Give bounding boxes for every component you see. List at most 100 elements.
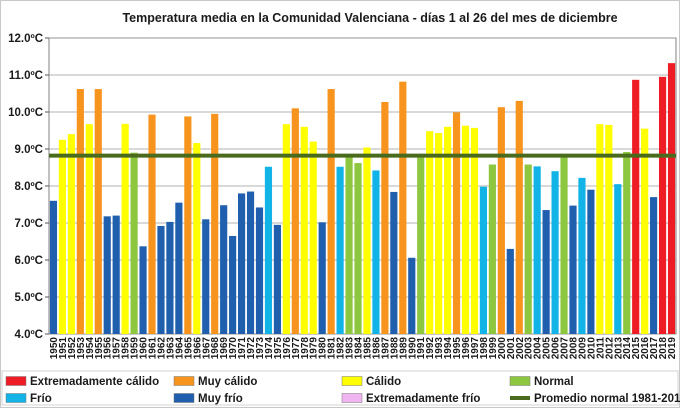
x-tick-label: 1951 (58, 337, 69, 360)
legend-label: Cálido (366, 376, 401, 388)
x-tick-label: 1986 (371, 337, 382, 360)
bar-1974 (264, 166, 273, 334)
x-tick-label: 2001 (506, 337, 517, 360)
x-tick-label: 2014 (622, 337, 633, 360)
legend-label: Muy frío (198, 393, 243, 405)
bar-1966 (193, 143, 201, 334)
bar-1962 (157, 225, 165, 334)
x-tick-label: 1979 (309, 337, 320, 360)
x-tick-label: 1975 (273, 337, 284, 360)
x-tick-label: 1965 (183, 337, 194, 360)
x-tick-label: 2004 (533, 337, 544, 360)
bar-1954 (85, 124, 93, 335)
bar-2010 (587, 189, 595, 334)
x-tick-label: 2017 (649, 337, 660, 360)
bar-2006 (551, 171, 559, 334)
bar-1961 (148, 114, 156, 334)
x-tick-label: 1991 (416, 337, 427, 360)
bar-1972 (246, 191, 255, 334)
bar-2017 (650, 197, 658, 334)
bar-2018 (658, 76, 667, 334)
bar-1981 (327, 89, 335, 334)
bar-1987 (381, 102, 389, 334)
x-tick-label: 1950 (49, 337, 60, 360)
bar-2001 (506, 248, 514, 334)
x-tick-label: 1993 (434, 337, 445, 360)
legend-label: Promedio normal 1981-2010 (534, 393, 680, 405)
x-tick-label: 2012 (604, 337, 615, 360)
x-tick-label: 1974 (264, 337, 275, 360)
y-tick-label: 11.0ºC (9, 70, 43, 82)
bar-1992 (426, 131, 434, 334)
bar-2012 (605, 124, 613, 334)
x-tick-label: 1994 (443, 337, 454, 360)
bar-1995 (452, 112, 461, 335)
bar-1998 (479, 186, 488, 334)
bar-1960 (139, 246, 147, 334)
bar-1955 (94, 89, 102, 334)
x-tick-label: 2013 (613, 337, 624, 360)
x-tick-label: 1953 (76, 337, 87, 360)
bar-2016 (641, 128, 649, 334)
bar-1979 (309, 141, 317, 334)
x-tick-label: 2006 (551, 337, 562, 360)
bar-1988 (390, 191, 398, 334)
x-tick-label: 1976 (282, 337, 293, 360)
bars-group (49, 63, 676, 335)
legend-box (1, 370, 679, 406)
legend-label: Extremadamente cálido (30, 376, 159, 388)
bar-1951 (58, 139, 67, 334)
bar-1953 (76, 89, 84, 334)
bar-1986 (372, 170, 380, 334)
bar-2000 (497, 107, 505, 334)
bar-1991 (417, 155, 425, 334)
x-axis: 1950195119521953195419551956195719581959… (49, 337, 678, 360)
bar-1983 (345, 157, 353, 334)
bar-1978 (300, 126, 308, 334)
x-tick-label: 1992 (425, 337, 436, 360)
x-tick-label: 1956 (103, 337, 114, 360)
y-tick-label: 5.0ºC (15, 292, 44, 304)
bar-1968 (211, 113, 219, 334)
legend-swatch-normal (509, 376, 531, 386)
x-tick-label: 1959 (130, 337, 141, 360)
bar-1982 (336, 166, 344, 334)
bar-2015 (632, 79, 640, 334)
bar-1967 (202, 219, 210, 334)
bar-1980 (318, 222, 326, 334)
x-tick-label: 1984 (354, 337, 365, 360)
x-tick-label: 2000 (497, 337, 508, 360)
x-tick-label: 2015 (631, 337, 642, 360)
x-tick-label: 1962 (156, 337, 167, 360)
x-tick-label: 1998 (479, 337, 490, 360)
bar-1956 (103, 216, 111, 334)
x-tick-label: 1982 (336, 337, 347, 360)
x-tick-label: 1961 (148, 337, 159, 360)
legend-label: Extremadamente frío (366, 393, 480, 405)
bar-1975 (273, 224, 281, 334)
chart-title: Temperatura media en la Comunidad Valenc… (122, 11, 617, 25)
legend-label: Muy cálido (198, 376, 257, 388)
bar-1958 (121, 123, 129, 334)
bar-1985 (363, 147, 371, 334)
legend: Extremadamente cálido Muy cálido Cálido Nor… (1, 370, 680, 406)
y-tick-label: 8.0ºC (15, 181, 44, 193)
bar-1959 (130, 152, 138, 334)
bar-1997 (470, 127, 479, 334)
x-tick-label: 2018 (658, 337, 669, 360)
x-tick-label: 1990 (407, 337, 418, 360)
bar-2007 (560, 156, 568, 334)
y-axis: 4.0ºC 5.0ºC 6.0ºC 7.0ºC 8.0ºC 9.0ºC 10.0ºC 11.0… (8, 33, 49, 341)
legend-swatch-ext_calido (5, 376, 27, 386)
x-tick-label: 1983 (345, 337, 356, 360)
bar-1973 (255, 207, 264, 334)
x-tick-label: 1970 (228, 337, 239, 360)
x-tick-label: 1995 (452, 337, 463, 360)
x-tick-label: 1952 (67, 337, 78, 360)
y-tick-label: 7.0ºC (15, 218, 44, 230)
x-tick-label: 1969 (219, 337, 230, 360)
legend-swatch-ext_frio (341, 393, 363, 403)
x-tick-label: 2019 (667, 337, 678, 360)
